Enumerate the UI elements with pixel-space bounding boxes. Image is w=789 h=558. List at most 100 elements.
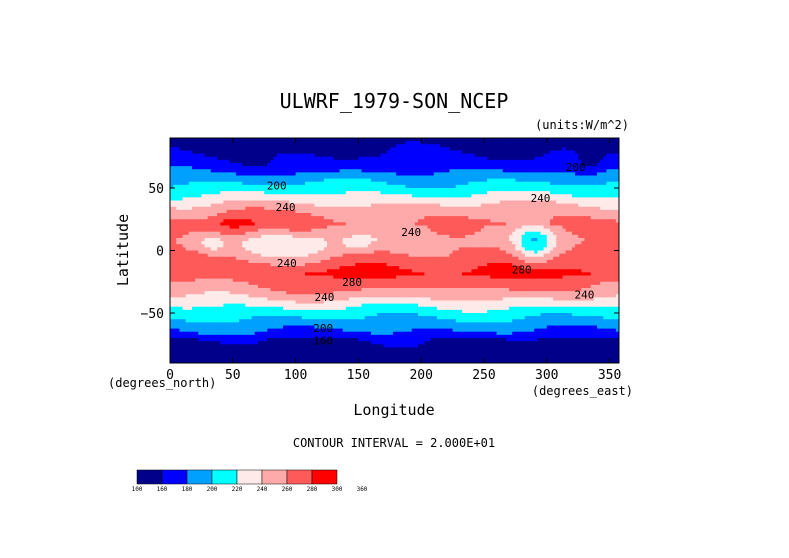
heatmap-cell	[251, 206, 256, 211]
heatmap-cell	[490, 172, 495, 177]
heatmap-cell	[345, 178, 350, 183]
heatmap-cell	[339, 200, 344, 205]
heatmap-cell	[537, 163, 542, 167]
heatmap-cell	[436, 159, 441, 164]
heatmap-cell	[226, 216, 231, 220]
heatmap-cell	[405, 222, 410, 227]
heatmap-cell	[531, 166, 535, 170]
heatmap-cell	[468, 175, 473, 180]
heatmap-cell	[370, 138, 375, 142]
heatmap-cell	[276, 197, 281, 202]
heatmap-cell	[505, 150, 510, 155]
heatmap-cell	[612, 141, 617, 145]
heatmap-cell	[399, 156, 403, 161]
heatmap-cell	[527, 147, 532, 152]
heatmap-cell	[515, 141, 520, 145]
heatmap-cell	[298, 172, 303, 177]
heatmap-cell	[298, 225, 303, 230]
heatmap-cell	[323, 197, 328, 202]
heatmap-cell	[537, 156, 542, 161]
heatmap-cell	[245, 206, 250, 211]
heatmap-cell	[276, 225, 281, 230]
heatmap-cell	[527, 181, 532, 186]
heatmap-cell	[524, 194, 529, 198]
heatmap-cell	[289, 138, 294, 142]
heatmap-cell	[176, 219, 181, 223]
heatmap-cell	[245, 203, 250, 208]
heatmap-cell	[323, 138, 328, 142]
heatmap-cell	[483, 184, 488, 189]
heatmap-cell	[587, 191, 592, 195]
heatmap-cell	[477, 141, 482, 145]
heatmap-cell	[273, 191, 278, 195]
heatmap-cell	[223, 206, 228, 211]
heatmap-cell	[584, 144, 589, 148]
heatmap-cell	[333, 194, 338, 198]
heatmap-cell	[499, 213, 504, 217]
heatmap-cell	[348, 172, 353, 177]
heatmap-cell	[370, 222, 375, 227]
heatmap-cell	[308, 191, 312, 195]
heatmap-cell	[427, 175, 432, 180]
heatmap-cell	[361, 219, 366, 223]
heatmap-cell	[414, 219, 419, 223]
heatmap-cell	[217, 203, 221, 208]
heatmap-cell	[399, 163, 403, 167]
heatmap-cell	[534, 206, 538, 211]
heatmap-cell	[606, 175, 611, 180]
heatmap-cell	[490, 197, 495, 202]
heatmap-cell	[323, 191, 328, 195]
heatmap-cell	[257, 206, 262, 211]
heatmap-cell	[226, 206, 231, 211]
heatmap-cell	[458, 200, 463, 205]
heatmap-cell	[245, 191, 250, 195]
heatmap-cell	[612, 181, 617, 186]
heatmap-cell	[421, 188, 425, 192]
heatmap-cell	[399, 213, 403, 217]
heatmap-cell	[440, 163, 444, 167]
heatmap-cell	[436, 188, 441, 192]
heatmap-cell	[587, 147, 592, 152]
heatmap-cell	[562, 163, 567, 167]
heatmap-cell	[311, 166, 316, 170]
heatmap-cell	[505, 194, 510, 198]
heatmap-cell	[449, 181, 454, 186]
heatmap-cell	[465, 138, 469, 142]
heatmap-cell	[389, 194, 394, 198]
heatmap-cell	[430, 156, 435, 161]
heatmap-cell	[326, 169, 331, 173]
heatmap-cell	[446, 206, 451, 211]
heatmap-cell	[383, 222, 388, 227]
heatmap-cell	[301, 206, 306, 211]
heatmap-cell	[305, 150, 309, 155]
heatmap-cell	[374, 216, 378, 220]
heatmap-cell	[201, 159, 206, 164]
heatmap-cell	[549, 178, 554, 183]
heatmap-cell	[584, 206, 589, 211]
heatmap-cell	[383, 156, 388, 161]
heatmap-cell	[298, 213, 303, 217]
heatmap-cell	[537, 153, 542, 158]
heatmap-cell	[505, 219, 510, 223]
heatmap-cell	[336, 181, 341, 186]
heatmap-cell	[261, 206, 265, 211]
heatmap-cell	[502, 181, 507, 186]
heatmap-cell	[449, 213, 454, 217]
heatmap-cell	[320, 197, 325, 202]
heatmap-cell	[248, 191, 253, 195]
heatmap-cell	[600, 178, 604, 183]
heatmap-cell	[408, 144, 413, 148]
heatmap-cell	[524, 184, 529, 189]
heatmap-cell	[449, 197, 454, 202]
heatmap-cell	[471, 175, 476, 180]
heatmap-cell	[571, 194, 576, 198]
heatmap-cell	[505, 138, 510, 142]
heatmap-cell	[483, 150, 488, 155]
heatmap-cell	[345, 191, 350, 195]
heatmap-cell	[317, 153, 322, 158]
heatmap-cell	[213, 138, 218, 142]
heatmap-cell	[458, 166, 463, 170]
heatmap-cell	[590, 191, 595, 195]
heatmap-cell	[292, 200, 297, 205]
heatmap-cell	[597, 166, 601, 170]
